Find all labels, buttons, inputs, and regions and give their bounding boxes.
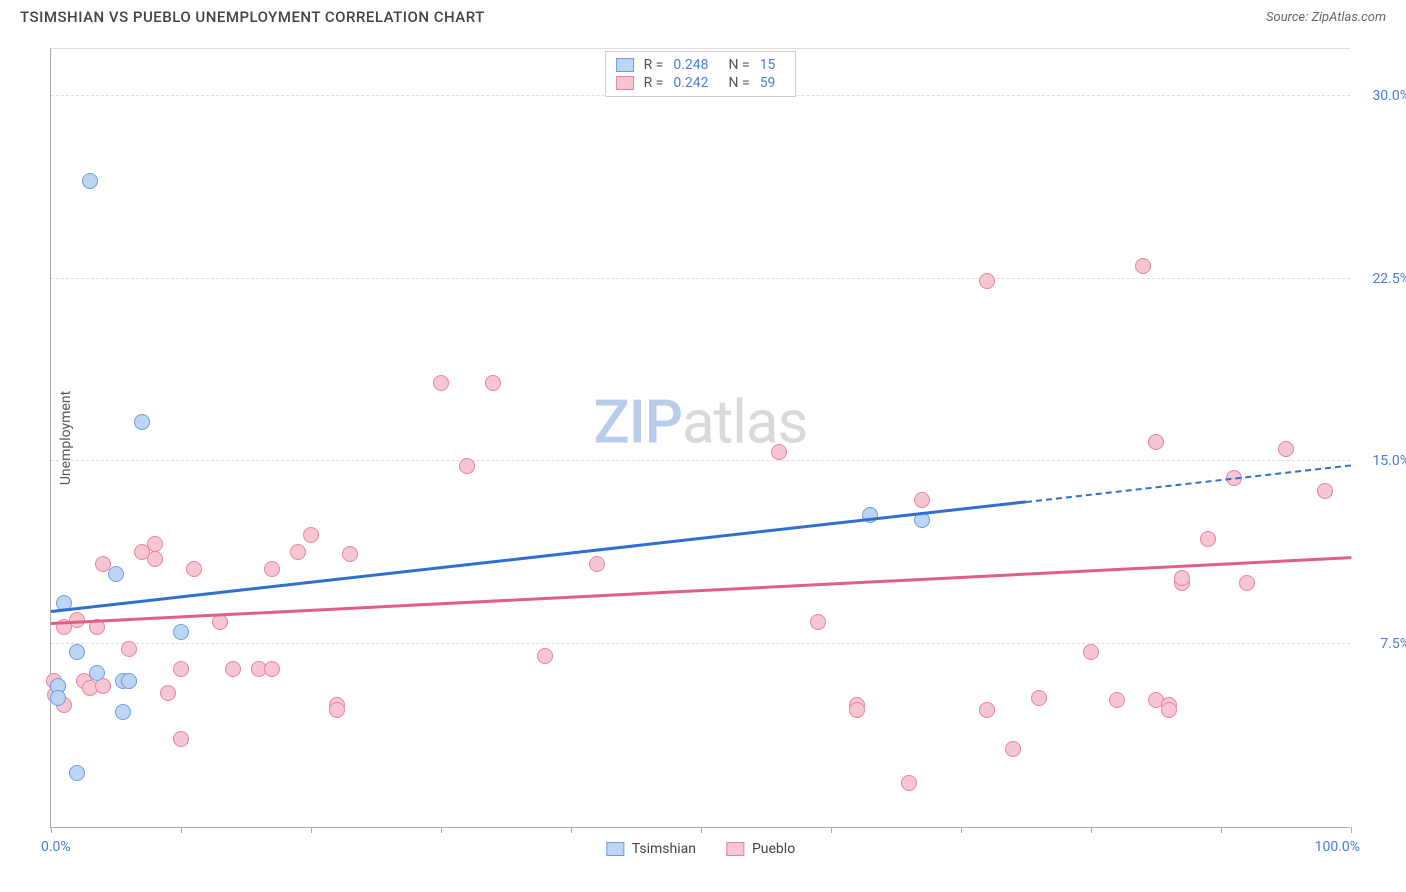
correlation-stats-box: R = 0.248 N = 15 R = 0.242 N = 59	[605, 51, 797, 97]
data-point-pueblo	[1200, 531, 1216, 547]
x-tick	[831, 827, 832, 833]
swatch-tsimshian	[606, 842, 624, 856]
regression-line	[1026, 464, 1351, 503]
data-point-pueblo	[485, 375, 501, 391]
stats-row-tsimshian: R = 0.248 N = 15	[616, 56, 786, 74]
data-point-pueblo	[264, 661, 280, 677]
data-point-pueblo	[901, 775, 917, 791]
data-point-pueblo	[849, 702, 865, 718]
data-point-pueblo	[1083, 644, 1099, 660]
data-point-pueblo	[173, 661, 189, 677]
y-tick-label: 30.0%	[1355, 88, 1406, 104]
data-point-pueblo	[225, 661, 241, 677]
data-point-tsimshian	[134, 414, 150, 430]
data-point-pueblo	[1161, 702, 1177, 718]
x-tick	[441, 827, 442, 833]
x-axis-max-label: 100.0%	[1315, 839, 1360, 855]
data-point-pueblo	[121, 641, 137, 657]
y-tick-label: 22.5%	[1355, 271, 1406, 287]
data-point-pueblo	[212, 614, 228, 630]
data-point-pueblo	[147, 551, 163, 567]
y-tick-label: 7.5%	[1355, 636, 1406, 652]
legend-item-pueblo: Pueblo	[726, 841, 795, 857]
x-tick	[181, 827, 182, 833]
swatch-pueblo	[616, 76, 634, 90]
data-point-pueblo	[589, 556, 605, 572]
data-point-pueblo	[1005, 741, 1021, 757]
x-tick	[571, 827, 572, 833]
data-point-pueblo	[342, 546, 358, 562]
y-axis-label: Unemployment	[58, 391, 74, 485]
data-point-pueblo	[1031, 690, 1047, 706]
x-axis-min-label: 0.0%	[41, 839, 71, 855]
data-point-tsimshian	[82, 173, 98, 189]
data-point-pueblo	[979, 702, 995, 718]
data-point-pueblo	[1109, 692, 1125, 708]
data-point-pueblo	[433, 375, 449, 391]
data-point-pueblo	[160, 685, 176, 701]
data-point-pueblo	[1239, 575, 1255, 591]
data-point-pueblo	[979, 273, 995, 289]
regression-line	[51, 500, 1026, 612]
data-point-pueblo	[1148, 434, 1164, 450]
source-attribution: Source: ZipAtlas.com	[1266, 10, 1386, 25]
x-tick	[51, 827, 52, 833]
data-point-pueblo	[459, 458, 475, 474]
x-tick	[311, 827, 312, 833]
data-point-pueblo	[1174, 570, 1190, 586]
data-point-pueblo	[173, 731, 189, 747]
x-tick	[961, 827, 962, 833]
legend-item-tsimshian: Tsimshian	[606, 841, 696, 857]
data-point-pueblo	[186, 561, 202, 577]
gridline	[51, 278, 1350, 279]
x-tick	[1351, 827, 1352, 833]
data-point-pueblo	[914, 492, 930, 508]
plot-area: ZIPatlas R = 0.248 N = 15 R = 0.242 N = …	[50, 48, 1350, 828]
data-point-pueblo	[1317, 483, 1333, 499]
data-point-pueblo	[1278, 441, 1294, 457]
x-tick	[1091, 827, 1092, 833]
swatch-tsimshian	[616, 58, 634, 72]
data-point-tsimshian	[173, 624, 189, 640]
data-point-pueblo	[290, 544, 306, 560]
swatch-pueblo	[726, 842, 744, 856]
data-point-tsimshian	[69, 765, 85, 781]
data-point-pueblo	[810, 614, 826, 630]
data-point-tsimshian	[121, 673, 137, 689]
data-point-pueblo	[1135, 258, 1151, 274]
x-tick	[1221, 827, 1222, 833]
data-point-pueblo	[303, 527, 319, 543]
gridline	[51, 460, 1350, 461]
data-point-pueblo	[329, 702, 345, 718]
gridline	[51, 643, 1350, 644]
data-point-tsimshian	[50, 690, 66, 706]
y-tick-label: 15.0%	[1355, 453, 1406, 469]
data-point-tsimshian	[108, 566, 124, 582]
chart-title: TSIMSHIAN VS PUEBLO UNEMPLOYMENT CORRELA…	[20, 8, 485, 26]
data-point-pueblo	[147, 536, 163, 552]
data-point-pueblo	[264, 561, 280, 577]
data-point-pueblo	[537, 648, 553, 664]
x-tick	[701, 827, 702, 833]
stats-row-pueblo: R = 0.242 N = 59	[616, 74, 786, 92]
data-point-pueblo	[771, 444, 787, 460]
data-point-tsimshian	[69, 644, 85, 660]
data-point-tsimshian	[89, 665, 105, 681]
data-point-tsimshian	[115, 704, 131, 720]
legend-bottom: Tsimshian Pueblo	[606, 841, 795, 857]
